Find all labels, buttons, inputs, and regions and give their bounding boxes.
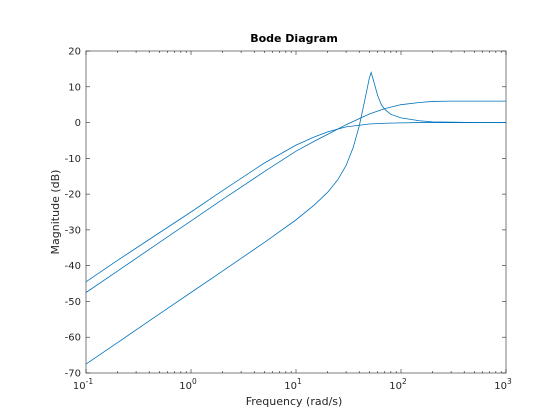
y-tick-label: -60 bbox=[65, 333, 81, 344]
x-tick-label-exponent: 1 bbox=[297, 377, 302, 386]
y-tick-label: -70 bbox=[65, 369, 81, 380]
chart-title: Bode Diagram bbox=[250, 32, 338, 45]
y-tick-label: 0 bbox=[75, 118, 81, 129]
y-tick-label: -20 bbox=[65, 190, 81, 201]
series-line-3 bbox=[85, 71, 506, 365]
x-tick-label: 100 bbox=[179, 377, 197, 392]
y-tick-label: -40 bbox=[65, 261, 81, 272]
x-tick-label-base: 10 bbox=[284, 381, 297, 392]
x-tick-label-base: 10 bbox=[494, 381, 507, 392]
x-tick-label-base: 10 bbox=[73, 381, 86, 392]
x-axis-ticks: 10-1 100 101 102 103 bbox=[73, 51, 512, 392]
x-axis-label: Frequency (rad/s) bbox=[246, 395, 343, 408]
y-axis-label: Magnitude (dB) bbox=[49, 170, 62, 255]
x-tick-label-base: 10 bbox=[389, 381, 402, 392]
y-axis-ticks: 20 10 0 -10 -20 -30 -40 -50 -60 -70 bbox=[65, 47, 506, 380]
x-tick-label: 10-1 bbox=[73, 377, 93, 392]
x-tick-label: 101 bbox=[284, 377, 302, 392]
x-tick-label: 103 bbox=[494, 377, 512, 392]
x-tick-label-base: 10 bbox=[179, 381, 192, 392]
x-tick-label-exponent: 2 bbox=[402, 377, 407, 386]
y-tick-label: -50 bbox=[65, 297, 81, 308]
x-tick-label-exponent: 3 bbox=[507, 377, 512, 386]
x-tick-label: 102 bbox=[389, 377, 407, 392]
x-tick-label-exponent: 0 bbox=[192, 377, 197, 386]
x-tick-label-exponent: -1 bbox=[86, 377, 94, 386]
series-layer bbox=[85, 71, 506, 365]
y-tick-label: -10 bbox=[65, 154, 81, 165]
y-tick-label: 20 bbox=[68, 47, 81, 58]
y-tick-label: 10 bbox=[68, 82, 81, 93]
plot-area bbox=[85, 50, 507, 374]
series-line-2 bbox=[85, 100, 506, 293]
y-tick-label: -30 bbox=[65, 225, 81, 236]
